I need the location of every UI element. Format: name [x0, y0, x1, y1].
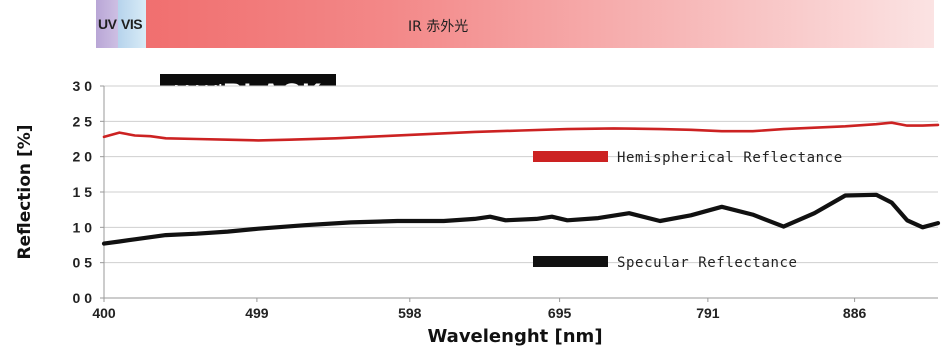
series-line-hemispherical [102, 121, 940, 142]
x-axis-title: Wavelenght [nm] [427, 326, 602, 347]
x-tick-label: 886 [843, 305, 867, 321]
uv-label: UV [98, 16, 117, 32]
series-lines [101, 121, 941, 246]
legend-label: Hemispherical Reflectance [617, 150, 843, 166]
y-tick-labels: 3 0 2 5 2 0 1 5 1 0 0 5 0 0 [73, 78, 104, 306]
spectrum-band: UV VIS IR 赤外光 [96, 0, 934, 48]
vis-label: VIS [121, 16, 143, 32]
vis-band [118, 0, 146, 48]
legend-swatch [533, 151, 608, 162]
y-axis-title: Reflection [%] [15, 124, 35, 259]
y-tick-label: 2 0 [73, 149, 93, 165]
y-tick-label: 0 5 [73, 255, 93, 271]
x-tick-label: 400 [92, 305, 116, 321]
legend: Hemispherical Reflectance Specular Reflec… [533, 150, 843, 271]
y-tick-label: 3 0 [73, 78, 93, 94]
y-tick-label: 2 5 [73, 113, 93, 129]
y-tick-label: 0 0 [73, 290, 93, 306]
x-tick-labels: 400 499 598 695 791 886 [92, 298, 866, 321]
uv-band [96, 0, 118, 48]
gridlines [104, 85, 938, 264]
y-tick-label: 1 0 [73, 219, 93, 235]
x-tick-label: 695 [548, 305, 572, 321]
series-line-specular [101, 192, 941, 246]
ir-label: IR 赤外光 [408, 19, 469, 35]
y-tick-label: 1 5 [73, 184, 93, 200]
legend-swatch [533, 256, 608, 267]
x-tick-label: 499 [245, 305, 269, 321]
x-tick-label: 791 [696, 305, 720, 321]
legend-label: Specular Reflectance [617, 255, 798, 271]
x-tick-label: 598 [398, 305, 422, 321]
